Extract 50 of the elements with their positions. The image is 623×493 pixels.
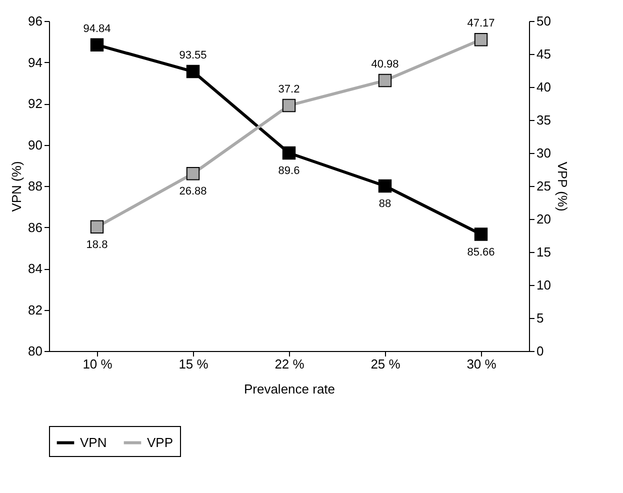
- y-tick-label: 80: [28, 344, 42, 358]
- y2-tick-label: 0: [536, 344, 544, 358]
- data-label: 47.17: [467, 18, 495, 30]
- legend-label: VPP: [147, 434, 174, 450]
- y-tick-label: 84: [28, 261, 42, 276]
- y-tick-label: 94: [28, 54, 42, 70]
- y-tick-label: 96: [28, 14, 42, 28]
- data-label: 89.6: [278, 165, 300, 177]
- y2-tick-label: 20: [536, 212, 551, 226]
- y-tick-label: 90: [28, 137, 42, 152]
- y2-tick-label: 35: [536, 112, 551, 128]
- point: [474, 228, 488, 241]
- x-axis-title: Prevalence rate: [244, 382, 336, 396]
- x-tick-label: 22 %: [274, 356, 305, 372]
- legend-label: VPN: [80, 434, 107, 450]
- y-tick-label: 88: [28, 178, 42, 194]
- data-label: 88: [378, 198, 392, 210]
- y-tick-label: 82: [28, 302, 42, 318]
- y2-tick-label: 30: [536, 146, 551, 160]
- data-label: 94.84: [83, 22, 111, 35]
- point: [90, 38, 104, 52]
- data-label: 37.2: [278, 83, 300, 96]
- y2-tick-label: 25: [536, 178, 551, 194]
- y2-tick-label: 5: [536, 310, 544, 326]
- y2-tick-label: 45: [536, 46, 551, 62]
- point: [186, 166, 200, 180]
- point: [378, 179, 392, 193]
- data-label: 40.98: [371, 58, 399, 71]
- x-tick-label: 25 %: [370, 356, 401, 372]
- y2-axis-title: VPP (%): [554, 162, 570, 212]
- point: [474, 33, 488, 46]
- data-label: 18.8: [86, 238, 108, 251]
- y2-tick-label: 40: [536, 80, 551, 94]
- x-tick-label: 10 %: [82, 356, 113, 372]
- y2-tick-label: 10: [536, 278, 551, 292]
- y-tick-label: 86: [28, 220, 42, 235]
- y2-tick-label: 15: [536, 244, 551, 260]
- data-label: 85.66: [467, 246, 495, 258]
- y2-tick-label: 50: [536, 14, 551, 28]
- data-label: 26.88: [179, 186, 207, 198]
- point: [90, 220, 104, 234]
- point: [282, 98, 296, 112]
- y-tick-label: 92: [28, 96, 42, 111]
- y-axis-title: VPN (%): [9, 161, 24, 212]
- point: [186, 64, 200, 78]
- data-label: 93.55: [179, 50, 207, 62]
- point: [282, 146, 296, 160]
- x-tick-label: 15 %: [178, 356, 209, 372]
- point: [378, 74, 392, 88]
- x-tick-label: 30 %: [466, 356, 497, 372]
